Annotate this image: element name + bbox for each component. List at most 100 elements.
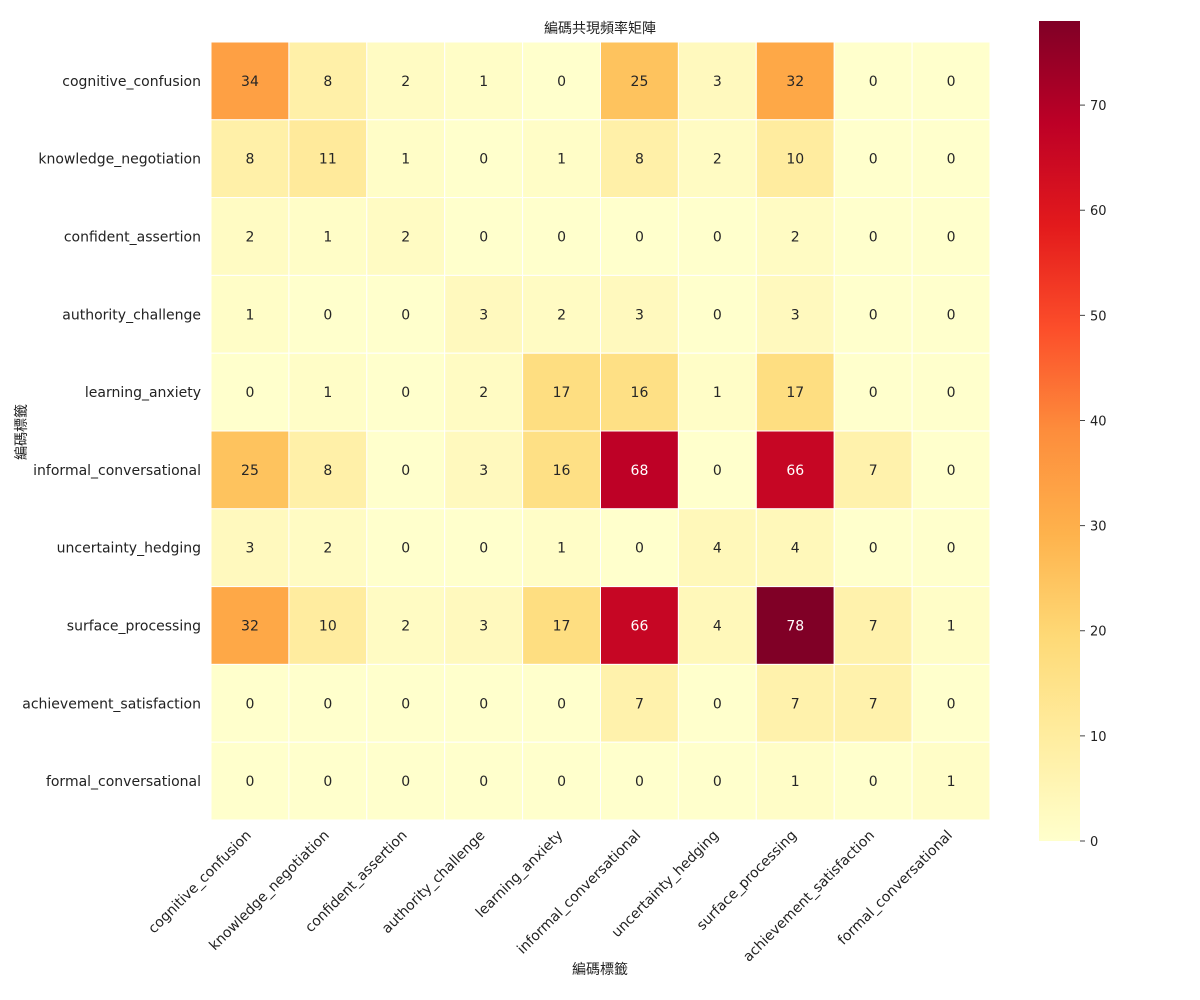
cell-value-label: 66 [786, 463, 804, 479]
cell-value-label: 0 [245, 696, 254, 712]
x-tick-label: informal_conversational [514, 828, 644, 958]
cell-value-label: 68 [631, 463, 649, 479]
heatmap-cell [600, 508, 679, 588]
y-tick-label: surface_processing [67, 619, 201, 635]
heatmap-cell [677, 119, 757, 199]
cell-value-label: 3 [713, 74, 722, 90]
cell-value-label: 2 [401, 230, 410, 246]
cell-value-label: 0 [869, 74, 878, 90]
y-tick-label: authority_challenge [62, 307, 201, 323]
cell-value-label: 0 [869, 541, 878, 557]
heatmap-cell [444, 41, 524, 121]
chart-title: 編碼共現頻率矩陣 [544, 20, 656, 37]
y-tick-label: formal_conversational [46, 774, 201, 790]
heatmap-cell [755, 352, 835, 432]
cell-value-label: 0 [635, 541, 644, 557]
cell-value-label: 17 [786, 385, 804, 401]
heatmap-cell [677, 197, 757, 276]
cell-value-label: 0 [323, 307, 332, 323]
cell-value-label: 1 [401, 152, 410, 168]
cell-value-label: 0 [557, 74, 566, 90]
cell-value-label: 0 [479, 152, 488, 168]
heatmap-cell [600, 274, 679, 354]
heatmap-cell [677, 508, 757, 588]
cell-value-label: 0 [245, 385, 254, 401]
heatmap-cell [288, 119, 368, 199]
cell-value-label: 0 [713, 774, 722, 790]
heatmap-cell [833, 119, 913, 199]
cell-value-label: 0 [869, 385, 878, 401]
heatmap-cell [210, 197, 290, 276]
cell-value-label: 10 [786, 152, 804, 168]
cell-value-label: 1 [947, 619, 956, 635]
y-tick-label: uncertainty_hedging [57, 541, 201, 557]
heatmap-cell [677, 274, 757, 354]
cell-value-label: 1 [791, 774, 800, 790]
heatmap-cell [911, 508, 991, 588]
cell-value-label: 3 [245, 541, 254, 557]
cell-value-label: 0 [401, 307, 410, 323]
cell-value-label: 0 [323, 696, 332, 712]
heatmap-cell [833, 586, 913, 665]
cell-value-label: 4 [713, 619, 722, 635]
cell-value-label: 25 [631, 74, 649, 90]
heatmap-cell [366, 586, 446, 665]
cell-value-label: 66 [631, 619, 649, 635]
heatmap-cell [755, 508, 835, 588]
x-axis-label: 編碼標籤 [572, 962, 628, 978]
colorbar-tick-label: 50 [1090, 309, 1107, 324]
heatmap-cell [444, 430, 524, 510]
cell-value-label: 8 [323, 74, 332, 90]
cell-value-label: 32 [786, 74, 804, 90]
cell-value-label: 0 [245, 774, 254, 790]
cell-value-label: 0 [401, 385, 410, 401]
heatmap-cell [210, 741, 290, 821]
x-tick-labels: cognitive_confusionknowledge_negotiation… [145, 828, 956, 966]
heatmap-cell [366, 197, 446, 276]
cell-value-label: 7 [869, 696, 878, 712]
cell-value-label: 8 [323, 463, 332, 479]
colorbar-tick-label: 30 [1090, 520, 1107, 535]
cell-value-label: 0 [557, 774, 566, 790]
cell-value-label: 0 [479, 230, 488, 246]
heatmap-cell [677, 352, 757, 432]
cell-value-label: 0 [947, 230, 956, 246]
y-tick-label: learning_anxiety [85, 385, 201, 401]
heatmap-cell [677, 741, 757, 821]
heatmap-cell [911, 663, 991, 743]
cell-value-label: 17 [553, 619, 571, 635]
y-tick-label: knowledge_negotiation [38, 152, 201, 168]
heatmap-cell [210, 41, 290, 121]
cell-value-label: 0 [947, 152, 956, 168]
heatmap-cell [833, 274, 913, 354]
cell-value-label: 16 [553, 463, 571, 479]
cell-value-label: 0 [323, 774, 332, 790]
y-tick-labels: cognitive_confusion knowledge_negotiation… [22, 74, 201, 790]
cell-value-label: 8 [245, 152, 254, 168]
cell-value-label: 0 [479, 696, 488, 712]
heatmap-cell [755, 663, 835, 743]
heatmap-cell [288, 741, 368, 821]
heatmap-cell [288, 586, 368, 665]
heatmap-cell [911, 41, 991, 121]
cell-value-label: 0 [401, 463, 410, 479]
cell-value-label: 1 [947, 774, 956, 790]
cell-value-label: 8 [635, 152, 644, 168]
heatmap-cell [600, 119, 679, 199]
cell-value-label: 0 [869, 307, 878, 323]
colorbar [1039, 21, 1080, 841]
cell-value-label: 32 [241, 619, 259, 635]
cell-value-label: 2 [323, 541, 332, 557]
heatmap-cell [833, 508, 913, 588]
heatmap-cell [755, 586, 835, 665]
heatmap-cell [677, 663, 757, 743]
heatmap-cell [833, 197, 913, 276]
heatmap-cell [911, 741, 991, 821]
heatmap-cell [677, 586, 757, 665]
heatmap-cell [288, 197, 368, 276]
heatmap-cell [522, 41, 601, 121]
heatmap-cell [833, 352, 913, 432]
cell-value-label: 17 [553, 385, 571, 401]
cell-value-label: 0 [947, 696, 956, 712]
